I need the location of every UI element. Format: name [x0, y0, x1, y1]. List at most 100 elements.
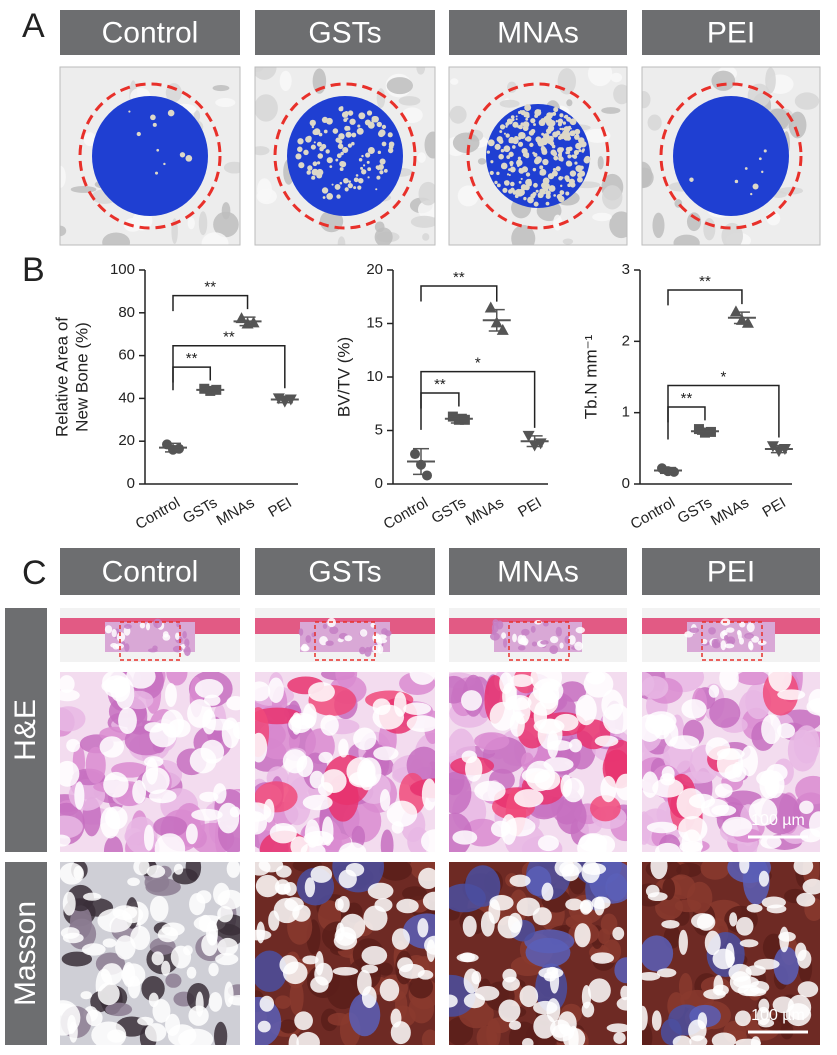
texture [655, 894, 684, 920]
significance-bracket [667, 289, 743, 306]
texture [255, 146, 270, 156]
new-bone [322, 196, 326, 199]
texture [146, 865, 166, 878]
texture [562, 238, 574, 245]
texture [507, 912, 523, 933]
texture [642, 935, 674, 972]
panel-label: C [22, 554, 47, 592]
texture [143, 824, 154, 851]
new-bone [538, 119, 546, 127]
new-bone [522, 152, 528, 158]
texture [127, 975, 141, 999]
new-bone [496, 171, 500, 176]
texture [269, 822, 297, 844]
texture [553, 214, 563, 231]
new-bone [347, 110, 354, 116]
new-bone [509, 166, 516, 173]
texture [60, 815, 83, 839]
texture [74, 781, 85, 810]
texture [109, 677, 131, 702]
texture [302, 955, 319, 965]
new-bone [525, 136, 532, 142]
texture [314, 962, 333, 986]
texture [513, 789, 544, 808]
texture [739, 862, 750, 874]
new-bone [763, 149, 767, 153]
texture [376, 636, 383, 647]
texture [480, 911, 495, 937]
texture [465, 756, 483, 782]
new-bone [295, 153, 302, 160]
texture [581, 862, 601, 884]
texture [758, 870, 770, 887]
texture [587, 67, 613, 87]
texture [255, 874, 280, 898]
texture [461, 690, 483, 711]
texture [559, 642, 564, 649]
texture [549, 645, 559, 655]
image [642, 608, 820, 662]
texture [642, 672, 655, 696]
new-bone [499, 124, 506, 130]
new-bone [298, 139, 301, 142]
texture [83, 892, 102, 901]
texture [339, 842, 367, 852]
texture [651, 1010, 662, 1031]
texture [105, 806, 128, 830]
texture [112, 905, 138, 921]
new-bone [489, 170, 494, 176]
texture [189, 747, 217, 774]
texture [329, 626, 339, 635]
new-bone [500, 162, 508, 170]
new-bone [548, 119, 556, 127]
new-bone [512, 137, 519, 145]
new-bone [511, 118, 515, 122]
texture [289, 713, 316, 730]
new-bone [580, 141, 587, 148]
new-bone [525, 178, 532, 186]
image [60, 672, 240, 852]
new-bone [338, 139, 343, 144]
image [642, 862, 820, 1045]
new-bone [567, 183, 571, 188]
texture [165, 682, 177, 708]
texture [397, 957, 414, 973]
texture [642, 167, 654, 188]
new-bone [520, 184, 527, 191]
texture [359, 646, 366, 655]
texture [409, 672, 435, 685]
scale-bar-label: 100 µm [751, 812, 805, 829]
texture [215, 98, 236, 108]
new-bone [515, 118, 518, 121]
texture [418, 181, 435, 206]
texture [788, 111, 807, 139]
new-bone [383, 168, 388, 173]
texture [574, 923, 591, 948]
texture [402, 886, 428, 901]
texture [68, 1021, 78, 1043]
image-border [448, 66, 628, 246]
new-bone [312, 161, 318, 167]
new-bone [388, 144, 394, 150]
texture [521, 635, 527, 644]
new-bone [542, 177, 550, 185]
texture [393, 691, 407, 717]
new-bone [500, 148, 505, 153]
y-tick-label: 20 [366, 261, 383, 278]
new-bone [541, 144, 544, 148]
new-bone [552, 167, 557, 172]
texture [575, 694, 597, 726]
new-bone [557, 122, 563, 127]
texture [714, 783, 733, 798]
texture [474, 780, 506, 802]
texture [748, 798, 778, 826]
texture [229, 806, 240, 818]
new-bone [316, 141, 322, 147]
header-label: GSTs [308, 16, 381, 49]
new-bone [517, 136, 522, 140]
texture [73, 865, 84, 881]
new-bone [381, 124, 387, 130]
new-bone [498, 153, 504, 160]
new-bone [562, 121, 567, 125]
texture [555, 626, 563, 637]
